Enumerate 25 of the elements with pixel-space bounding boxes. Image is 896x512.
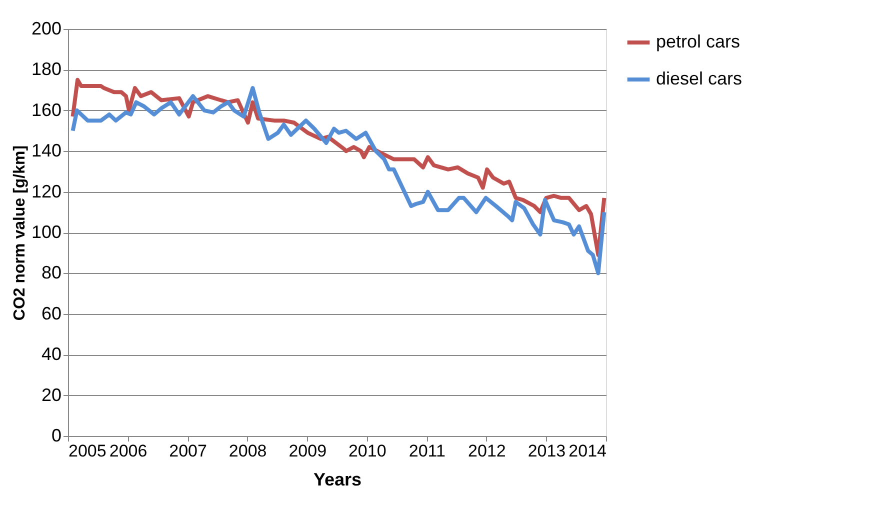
x-tick-label: 2009	[288, 442, 327, 460]
y-tick-label: 100	[31, 222, 62, 242]
y-tick-label: 80	[41, 262, 62, 283]
x-tick-label: 2012	[468, 442, 506, 460]
y-tick-label: 60	[41, 303, 62, 324]
y-tick-label: 40	[41, 344, 62, 364]
y-tick-label: 200	[31, 18, 62, 38]
y-tick-label: 140	[31, 140, 62, 161]
x-tick-label: 2005	[68, 442, 106, 460]
y-tick-label: 180	[31, 59, 62, 80]
y-tick-label: 0	[51, 426, 62, 446]
y-tick-label: 160	[31, 100, 62, 120]
x-tick-label: 2013	[528, 442, 566, 460]
legend-label: petrol cars	[656, 32, 740, 52]
y-tick-label: 120	[31, 181, 62, 202]
legend-label: diesel cars	[656, 68, 742, 88]
y-tick-label: 20	[41, 384, 62, 405]
x-tick-label: 2008	[228, 442, 267, 460]
x-tick-label: 2014	[568, 442, 606, 460]
y-axis-title: CO2 norm value [g/km]	[11, 145, 28, 321]
x-tick-label: 2006	[109, 442, 148, 460]
x-tick-label: 2007	[169, 442, 207, 460]
x-tick-label: 2010	[348, 442, 386, 460]
x-tick-label: 2011	[408, 442, 446, 460]
x-axis-title: Years	[313, 470, 362, 490]
